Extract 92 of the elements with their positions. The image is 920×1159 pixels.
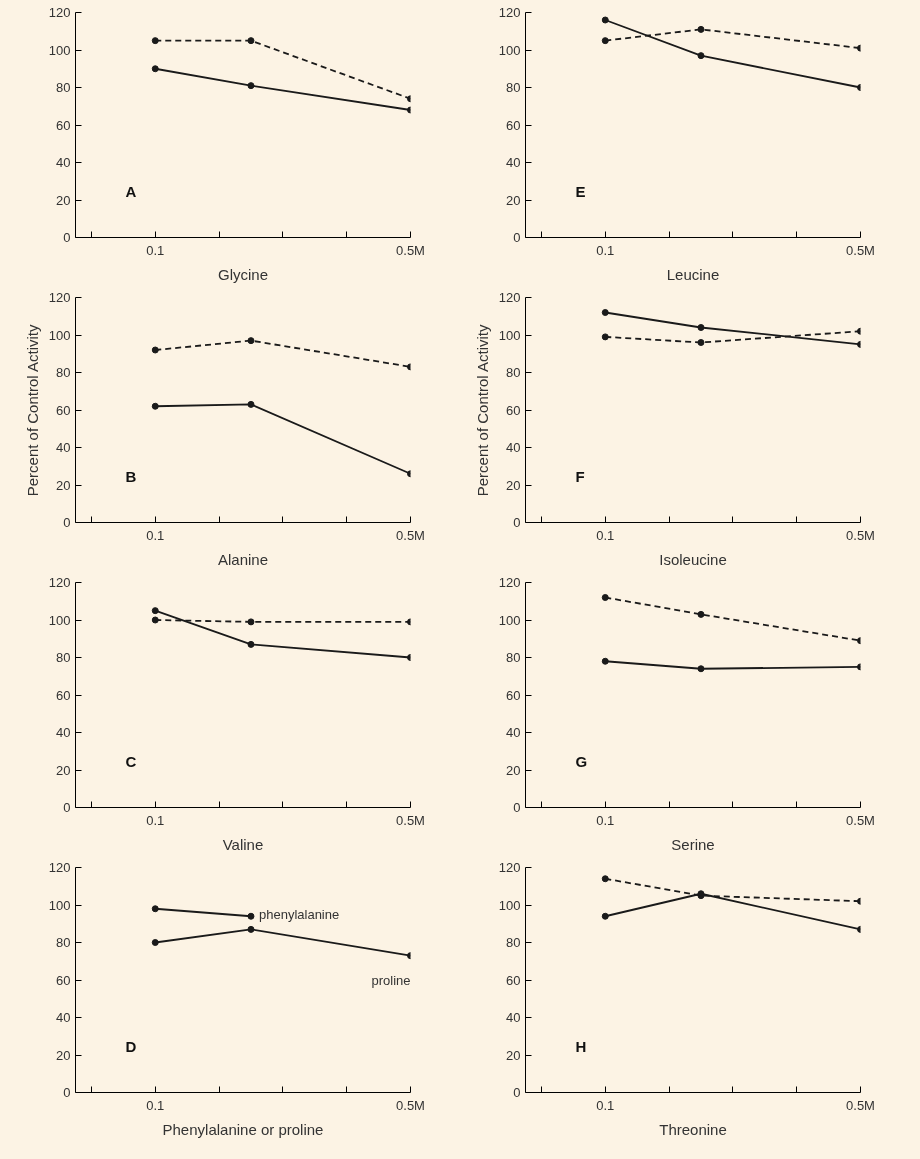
x-axis-title: Alanine: [217, 550, 269, 568]
y-tick-label: 120: [48, 290, 71, 305]
y-tick-label: 80: [56, 650, 71, 665]
y-tick-label: 100: [498, 42, 521, 58]
y-tick-label: 80: [506, 935, 521, 950]
x-axis-title: Threonine: [659, 1120, 727, 1138]
y-tick-label: 40: [506, 725, 521, 740]
y-tick-label: 120: [498, 5, 521, 20]
y-tick-label: 40: [56, 155, 71, 170]
y-tick-label: 60: [56, 687, 71, 703]
y-tick-label: 40: [506, 440, 521, 455]
x-tick-label: 0.5M: [846, 1097, 875, 1113]
annotation: A: [125, 182, 137, 200]
y-tick-label: 80: [56, 935, 71, 950]
y-tick-label: 20: [56, 1047, 71, 1063]
annotation: H: [575, 1037, 587, 1055]
y-axis-title: Percent of Control Activity: [23, 324, 41, 497]
y-tick-label: 40: [56, 1010, 71, 1025]
annotation: C: [125, 752, 137, 770]
y-tick-label: 120: [48, 575, 71, 590]
x-tick-label: 0.5M: [396, 527, 425, 543]
annotation: D: [125, 1037, 137, 1055]
y-tick-label: 20: [56, 477, 71, 493]
series-label: phenylalanine: [258, 907, 340, 923]
y-tick-label: 40: [506, 1010, 521, 1025]
x-tick-label: 0.1: [596, 1097, 615, 1113]
x-axis-title: Glycine: [217, 265, 269, 283]
y-tick-label: 0: [63, 1085, 71, 1100]
x-tick-label: 0.5M: [396, 1097, 425, 1113]
x-axis-title: Isoleucine: [659, 550, 727, 568]
y-tick-label: 20: [506, 192, 521, 208]
x-tick-label: 0.5M: [396, 812, 425, 828]
y-tick-label: 60: [506, 402, 521, 418]
annotation: E: [575, 182, 586, 200]
y-tick-label: 0: [63, 515, 71, 530]
annotation: B: [125, 467, 137, 485]
y-tick-label: 20: [56, 762, 71, 778]
y-tick-label: 20: [506, 1047, 521, 1063]
annotation: G: [575, 752, 588, 770]
y-tick-label: 0: [513, 800, 521, 815]
x-axis-title: Phenylalanine or proline: [162, 1120, 324, 1138]
x-tick-label: 0.5M: [846, 812, 875, 828]
y-tick-label: 80: [56, 80, 71, 95]
y-tick-label: 100: [498, 612, 521, 628]
y-tick-label: 0: [63, 230, 71, 245]
x-axis-title: Serine: [671, 835, 715, 853]
y-tick-label: 60: [56, 402, 71, 418]
y-tick-label: 80: [506, 650, 521, 665]
x-axis-title: Valine: [222, 835, 264, 853]
series-label: proline: [371, 972, 411, 988]
x-tick-label: 0.1: [146, 1097, 165, 1113]
y-tick-label: 60: [506, 117, 521, 133]
y-tick-label: 120: [498, 860, 521, 875]
y-axis-title: Percent of Control Activity: [473, 324, 491, 497]
x-tick-label: 0.1: [146, 812, 165, 828]
y-tick-label: 100: [48, 327, 71, 343]
y-tick-label: 60: [506, 972, 521, 988]
x-tick-label: 0.5M: [396, 242, 425, 258]
y-tick-label: 120: [498, 575, 521, 590]
y-tick-label: 20: [506, 477, 521, 493]
y-tick-label: 80: [56, 365, 71, 380]
x-tick-label: 0.1: [596, 527, 615, 543]
y-tick-label: 80: [506, 80, 521, 95]
y-tick-label: 60: [56, 972, 71, 988]
y-tick-label: 100: [48, 897, 71, 913]
y-tick-label: 120: [48, 5, 71, 20]
x-axis-title: Leucine: [666, 265, 720, 283]
y-tick-label: 100: [498, 897, 521, 913]
y-tick-label: 60: [56, 117, 71, 133]
y-tick-label: 0: [513, 230, 521, 245]
y-tick-label: 0: [63, 800, 71, 815]
x-tick-label: 0.1: [596, 242, 615, 258]
y-tick-label: 40: [56, 725, 71, 740]
y-tick-label: 100: [48, 42, 71, 58]
y-tick-label: 20: [56, 192, 71, 208]
x-tick-label: 0.1: [146, 527, 165, 543]
y-tick-label: 20: [506, 762, 521, 778]
y-tick-label: 0: [513, 1085, 521, 1100]
y-tick-label: 80: [506, 365, 521, 380]
y-tick-label: 60: [506, 687, 521, 703]
y-tick-label: 120: [498, 290, 521, 305]
annotation: F: [575, 467, 585, 485]
y-tick-label: 120: [48, 860, 71, 875]
x-tick-label: 0.5M: [846, 527, 875, 543]
y-tick-label: 0: [513, 515, 521, 530]
y-tick-label: 100: [498, 327, 521, 343]
y-tick-label: 40: [506, 155, 521, 170]
y-tick-label: 100: [48, 612, 71, 628]
x-tick-label: 0.5M: [846, 242, 875, 258]
x-tick-label: 0.1: [596, 812, 615, 828]
x-tick-label: 0.1: [146, 242, 165, 258]
y-tick-label: 40: [56, 440, 71, 455]
